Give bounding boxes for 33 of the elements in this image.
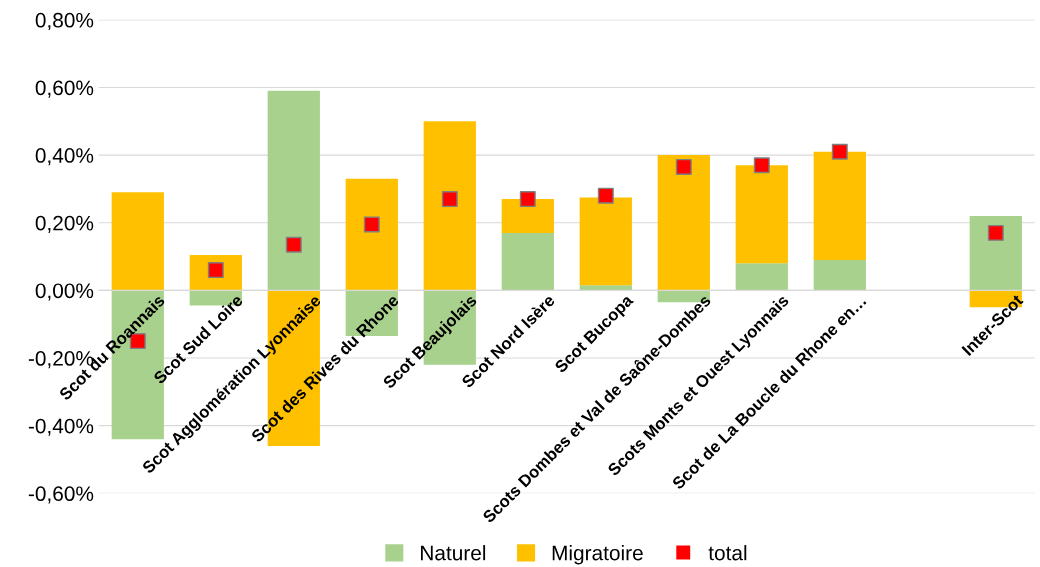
- y-tick-label: -0,40%: [28, 418, 94, 436]
- point: [831, 143, 848, 160]
- bar: [657, 155, 710, 291]
- bar: [735, 263, 788, 291]
- bar: [501, 232, 554, 291]
- y-tick-label: 0,20%: [35, 215, 94, 233]
- bar: [579, 285, 632, 291]
- bar: [579, 197, 632, 286]
- bar: [345, 178, 398, 291]
- point: [753, 157, 770, 174]
- y-tick-label: 0,80%: [35, 12, 94, 31]
- point: [441, 191, 458, 208]
- point: [363, 216, 380, 233]
- legend-label: Naturel: [421, 545, 486, 561]
- bar: [969, 215, 1022, 291]
- point: [987, 224, 1004, 241]
- bar: [813, 259, 866, 291]
- point: [285, 236, 302, 253]
- point: [597, 187, 614, 204]
- bar: [501, 199, 554, 233]
- bar: [111, 192, 164, 291]
- legend-label: total: [708, 545, 747, 561]
- bar: [735, 165, 788, 264]
- y-tick-label: 0,40%: [35, 148, 94, 166]
- y-tick-label: 0,60%: [35, 80, 94, 98]
- bar: [267, 90, 320, 291]
- bar: [813, 151, 866, 260]
- point: [675, 158, 692, 175]
- bar: [423, 121, 476, 291]
- point: [519, 191, 536, 208]
- y-tick-label: 0,00%: [35, 283, 94, 301]
- legend-label: Migratoire: [552, 545, 643, 565]
- y-tick-label: -0,60%: [28, 486, 94, 504]
